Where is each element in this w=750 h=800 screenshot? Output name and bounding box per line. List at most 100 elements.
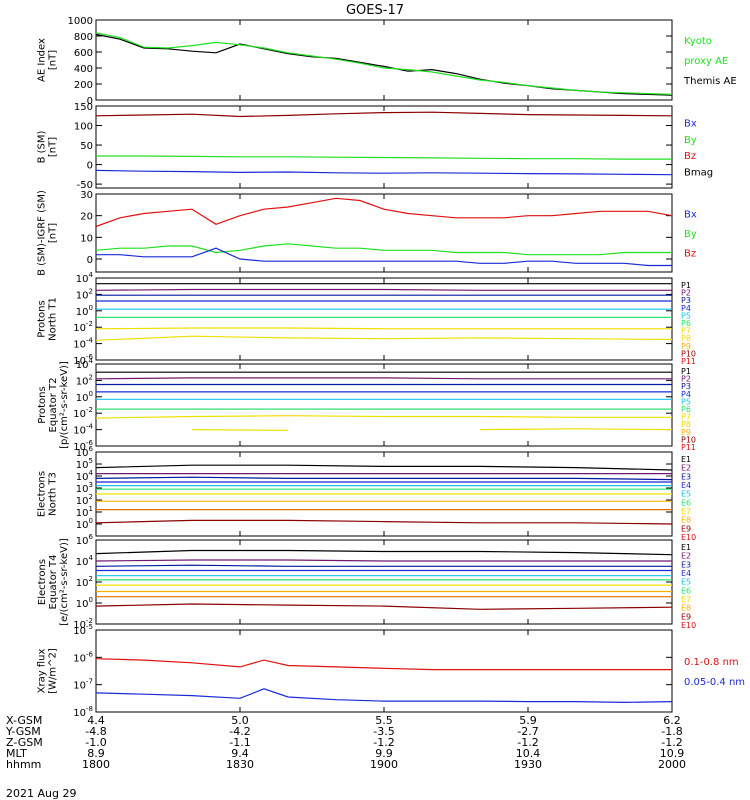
legend-entry: P7	[681, 327, 691, 336]
y-tick-label: 104	[76, 469, 94, 483]
series-e3	[95, 476, 673, 481]
time-axis-value: 1930	[514, 758, 542, 771]
y-tick-label: 103	[76, 481, 93, 495]
time-axis-row-label: MLT	[6, 747, 27, 760]
y-tick-label: 1000	[68, 16, 93, 27]
time-axis-value: 6.2	[663, 714, 681, 727]
time-axis: X-GSM 4.4 5.0 5.5 5.9 6.2 Y-GSM -4.8 -4.2 -3.5 -2.…	[5, 714, 686, 771]
y-axis-label: B (SM)	[37, 130, 48, 163]
y-tick-label: 400	[74, 64, 93, 75]
y-axis-label: Protons	[37, 300, 48, 337]
y-axis-label: AE Index	[37, 38, 48, 82]
legend-entry: E4	[681, 569, 691, 578]
y-tick-label: 100	[74, 122, 93, 133]
legend-entry: P8	[681, 334, 691, 343]
series-p8	[191, 429, 289, 431]
time-axis-value: 1800	[82, 758, 110, 771]
series-bz	[95, 197, 673, 228]
panel-frame	[95, 193, 673, 273]
series-p8	[479, 428, 673, 431]
legend-entry: By	[684, 229, 697, 240]
legend-entry: E10	[681, 621, 696, 630]
legend-entry: P2	[681, 375, 691, 384]
time-axis-value: 10.4	[516, 747, 541, 760]
legend-entry: E7	[681, 595, 691, 604]
y-axis-label: Electrons	[37, 559, 48, 605]
legend-entry: E5	[681, 490, 691, 499]
series-p2	[95, 377, 672, 380]
y-tick-label: 10-6	[73, 650, 93, 664]
series-p2	[95, 288, 672, 291]
legend-entry: P9	[681, 428, 691, 437]
y-axis-label: [nT]	[48, 137, 59, 157]
legend-entry: P7	[681, 413, 691, 422]
y-tick-label: 20	[80, 212, 93, 223]
time-axis-value: -1.2	[661, 736, 682, 749]
time-axis-row-label: hhmm	[6, 758, 41, 771]
time-axis-value: 8.9	[87, 747, 105, 760]
y-tick-label: 10-6	[73, 353, 93, 367]
time-axis-value: -1.2	[517, 736, 538, 749]
legend-entry: E1	[681, 543, 691, 552]
y-axis-label: [nT]	[48, 50, 59, 70]
legend-entry: E3	[681, 560, 691, 569]
y-tick-label: 10-5	[73, 623, 93, 637]
legend-entry: E6	[681, 498, 691, 507]
time-axis-value: -2.7	[517, 725, 538, 738]
legend-entry: E2	[681, 552, 691, 561]
time-axis-value: 4.4	[87, 714, 105, 727]
series-themis-ae	[95, 33, 673, 96]
y-tick-label: 10-7	[73, 678, 93, 692]
y-tick-label: 50	[80, 141, 93, 152]
panel-frame	[95, 363, 673, 447]
y-tick-label: 106	[76, 533, 94, 547]
legend-entry: proxy AE	[684, 56, 728, 67]
time-axis-value: 5.9	[519, 714, 537, 727]
y-tick-label: 100	[76, 596, 93, 610]
legend-entry: E6	[681, 586, 691, 595]
y-tick-label: 10	[80, 233, 93, 244]
time-axis-value: -4.2	[229, 725, 250, 738]
legend-entry: P8	[681, 420, 691, 429]
legend-entry: Bx	[684, 210, 697, 221]
legend-entry: E9	[681, 524, 691, 533]
y-tick-label: 10-4	[73, 423, 93, 437]
y-tick-label: 104	[76, 271, 94, 285]
legend-entry: E1	[681, 455, 691, 464]
legend-entry: P11	[681, 443, 696, 452]
series-e2	[95, 559, 672, 562]
legend-entry: P1	[681, 281, 691, 290]
series-e10	[95, 519, 673, 525]
y-tick-label: 10-8	[73, 705, 93, 719]
y-tick-label: 104	[76, 357, 94, 371]
series-p8	[95, 335, 673, 341]
series-e1	[95, 464, 673, 471]
legend-entry: P3	[681, 382, 691, 391]
legend-entry: P6	[681, 405, 691, 414]
time-axis-value: 9.9	[375, 747, 393, 760]
y-tick-label: 100	[76, 517, 93, 531]
y-tick-label: 10-6	[73, 439, 93, 453]
series-p7	[95, 415, 672, 419]
legend-entry: E2	[681, 464, 691, 473]
legend-entry: P5	[681, 397, 691, 406]
y-tick-label: 600	[74, 48, 93, 59]
y-axis-label: [nT]	[48, 223, 59, 243]
legend-entry: E10	[681, 533, 696, 542]
legend-entry: P5	[681, 311, 691, 320]
legend-entry: Bz	[684, 151, 696, 162]
panel-2: -50 0 50 100 150 B (SM) [nT] Bx By Bz Bmag	[37, 102, 714, 191]
legend-entry: P1	[681, 367, 691, 376]
legend-entry: P10	[681, 349, 696, 358]
legend-entry: P6	[681, 319, 691, 328]
series-0-1-0-8-nm	[95, 658, 672, 671]
series-e3	[95, 564, 672, 567]
legend-entry: P11	[681, 357, 696, 366]
y-tick-label: 10-2	[73, 320, 93, 334]
series-e1	[95, 549, 673, 556]
time-axis-value: 10.9	[660, 747, 685, 760]
time-axis-row-label: Z-GSM	[6, 736, 43, 749]
y-tick-label: 0	[87, 96, 93, 107]
